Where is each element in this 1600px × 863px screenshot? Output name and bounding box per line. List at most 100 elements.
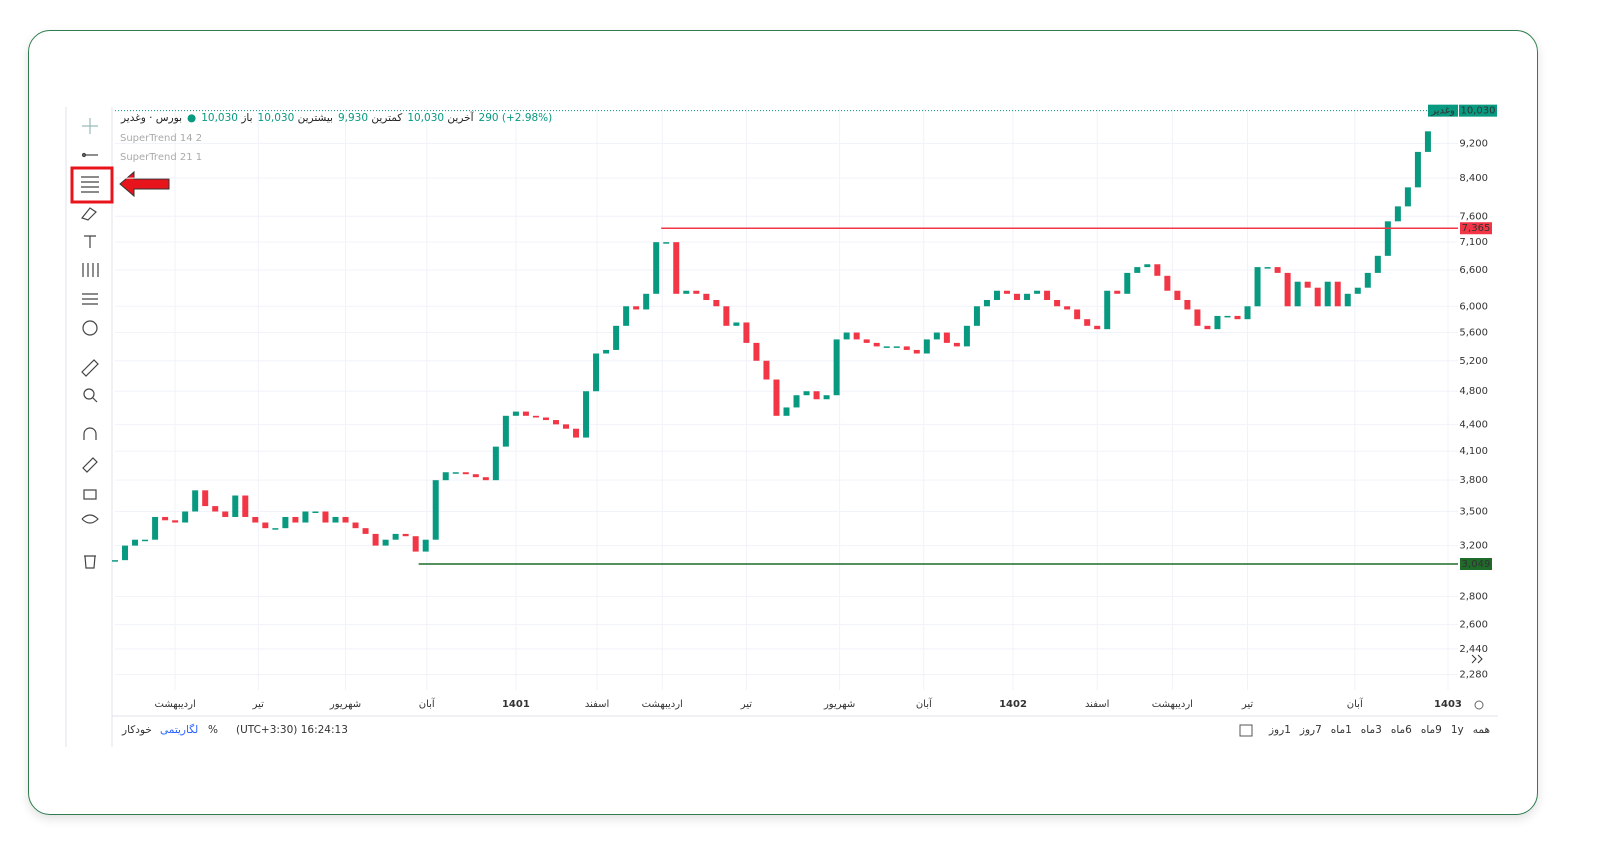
y-tick-label: 2,800 — [1459, 591, 1488, 602]
indicator[interactable]: SuperTrend 14 2 — [120, 133, 203, 144]
candle — [853, 332, 860, 340]
x-tick-label: اردیبهشت — [155, 699, 196, 710]
range-button[interactable]: همه — [1472, 724, 1490, 736]
y-tick-label: 3,800 — [1459, 475, 1488, 486]
candle — [432, 480, 439, 540]
range-button[interactable]: 1ماه — [1330, 724, 1352, 736]
stat: بیشترین 10,030 — [258, 112, 333, 124]
indicator[interactable]: SuperTrend 21 1 — [120, 152, 203, 163]
candle — [1054, 299, 1061, 307]
candle — [1344, 293, 1351, 307]
fib-tool[interactable] — [81, 176, 99, 193]
candle — [1334, 281, 1341, 307]
candle — [1394, 206, 1401, 222]
candle — [863, 339, 870, 343]
x-tick-label: آبان — [1347, 697, 1364, 710]
range-button[interactable]: 6ماه — [1390, 724, 1412, 736]
change: 290 (+2.98%) — [478, 112, 553, 124]
candle — [412, 536, 419, 552]
toolbar — [80, 118, 99, 569]
y-tick-label: 9,200 — [1459, 139, 1488, 150]
candle — [1003, 290, 1010, 294]
stat-label: باز — [241, 112, 253, 124]
magnet-tool[interactable] — [83, 427, 97, 440]
range-button[interactable]: 9ماه — [1420, 724, 1442, 736]
lock-tool[interactable] — [83, 489, 97, 500]
price-badge-label: 3,049 — [1462, 559, 1491, 570]
x-tick-label: آبان — [916, 697, 933, 710]
x-tick-label: شهریور — [823, 699, 855, 710]
calendar-button[interactable] — [1239, 724, 1253, 737]
candle — [1384, 221, 1391, 256]
zoom-handle — [92, 397, 98, 403]
candle — [873, 342, 880, 347]
candle — [1104, 290, 1111, 330]
lock-draw-tool[interactable] — [82, 457, 98, 473]
candle — [813, 391, 820, 400]
stat: کمترین 9,930 — [338, 112, 402, 124]
x-tick-label: 1403 — [1434, 699, 1462, 710]
candle — [352, 522, 359, 529]
candle — [1194, 309, 1201, 326]
candle — [653, 242, 660, 294]
y-tick-label: 4,800 — [1459, 386, 1488, 397]
settings-button[interactable] — [1474, 700, 1484, 710]
percent-toggle[interactable]: % — [208, 724, 218, 736]
candle — [1364, 272, 1371, 288]
candle — [1374, 255, 1381, 273]
hide-tool[interactable] — [81, 514, 99, 524]
candle — [1224, 315, 1231, 318]
range-button[interactable]: 3ماه — [1360, 724, 1382, 736]
cursor-tool[interactable] — [82, 118, 98, 134]
candle — [122, 545, 129, 561]
range-button[interactable]: 1y — [1450, 724, 1464, 736]
candle — [973, 306, 980, 326]
candle — [753, 342, 760, 361]
log-toggle[interactable]: لگاریتمی — [160, 724, 199, 736]
candle — [613, 325, 620, 350]
candle — [953, 342, 960, 347]
price-badge-label: 7,365 — [1462, 223, 1491, 234]
candle — [362, 528, 369, 534]
arrow — [119, 170, 170, 198]
zoom-tool[interactable] — [83, 388, 95, 400]
candle — [512, 411, 519, 416]
symbol-badge — [1428, 104, 1458, 117]
text-tool[interactable] — [84, 235, 96, 248]
ruler-tool[interactable] — [81, 359, 99, 377]
range-button[interactable]: 1روز — [1268, 724, 1291, 736]
pattern-tool[interactable] — [82, 263, 99, 277]
y-tick-label: 2,600 — [1459, 620, 1488, 631]
candle — [573, 428, 580, 438]
candle — [593, 353, 600, 392]
candle — [202, 490, 209, 507]
range-button[interactable]: 7روز — [1299, 724, 1322, 736]
brush-tool[interactable] — [80, 207, 97, 221]
candle — [262, 522, 269, 529]
candle — [182, 511, 189, 523]
candle — [1354, 287, 1361, 294]
candle — [763, 360, 770, 380]
candle — [1424, 131, 1431, 152]
stat-value: 10,030 — [257, 112, 295, 124]
forecast-tool[interactable] — [82, 293, 98, 305]
candle — [1274, 267, 1281, 273]
scroll-button[interactable] — [1471, 654, 1483, 664]
candle — [292, 516, 299, 523]
candle — [773, 379, 780, 416]
candle — [673, 242, 680, 294]
emoji-tool[interactable] — [82, 320, 98, 336]
x-tick-label: اردیبهشت — [642, 699, 683, 710]
candle — [482, 477, 489, 481]
candle — [112, 560, 118, 562]
candle — [392, 533, 399, 540]
candle — [282, 516, 289, 529]
candle — [963, 325, 970, 347]
y-tick-label: 2,280 — [1459, 670, 1488, 681]
auto-toggle[interactable]: خودکار — [122, 724, 152, 736]
candle — [472, 474, 479, 478]
candle — [1044, 290, 1051, 300]
x-tick-label: اسفند — [1085, 699, 1109, 710]
delete-tool[interactable] — [84, 555, 96, 569]
